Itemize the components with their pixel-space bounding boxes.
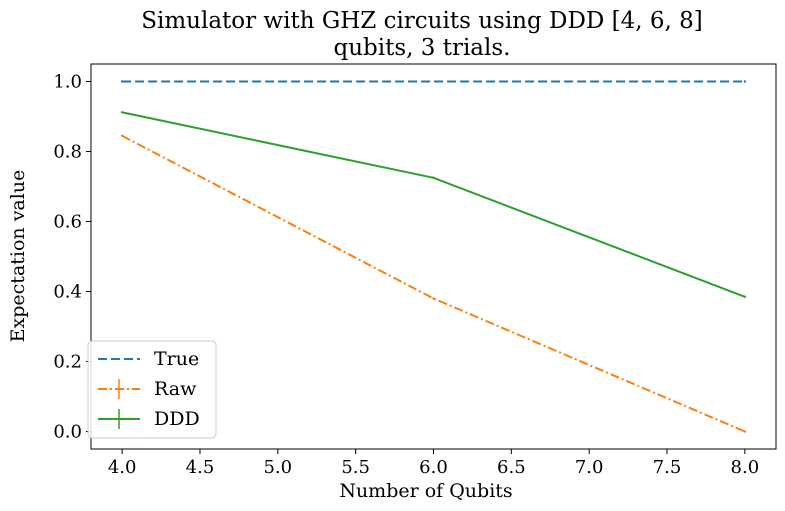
x-tick-label: 6.0 [419, 457, 448, 478]
data-point-ddd [743, 295, 747, 298]
x-tick-label: 7.5 [653, 457, 682, 478]
data-point-ddd [120, 111, 124, 114]
x-tick-label: 4.0 [108, 457, 137, 478]
x-tick-label: 6.5 [497, 457, 526, 478]
x-axis: 4.0 4.5 5.0 5.5 6.0 6.5 7.0 7.5 8.0 [108, 449, 759, 478]
data-point-raw [432, 297, 435, 300]
data-point-true [743, 80, 747, 83]
y-tick-label: 0.6 [53, 212, 82, 233]
data-point-true [120, 80, 124, 83]
legend-label-ddd: DDD [154, 408, 200, 430]
chart-title-line-1: Simulator with GHZ circuits using DDD [4… [141, 8, 703, 34]
data-point-raw [743, 430, 747, 433]
x-axis-label: Number of Qubits [339, 480, 512, 502]
y-tick-label: 1.0 [53, 72, 82, 93]
x-tick-label: 5.0 [263, 457, 292, 478]
y-tick-label: 0.0 [53, 422, 82, 443]
y-axis-label: Expectation value [7, 170, 29, 343]
x-tick-label: 8.0 [731, 457, 760, 478]
data-point-raw [120, 134, 124, 137]
y-axis: 0.0 0.2 0.4 0.6 0.8 1.0 [53, 72, 91, 443]
y-tick-label: 0.8 [53, 142, 82, 163]
x-tick-label: 5.5 [341, 457, 370, 478]
series-line-ddd [121, 111, 746, 298]
chart-title-line-2: qubits, 3 trials. [333, 35, 510, 61]
legend-label-raw: Raw [154, 378, 197, 400]
y-tick-label: 0.4 [53, 282, 82, 303]
legend-frame [87, 340, 217, 439]
legend-label-true: True [154, 348, 199, 370]
x-tick-label: 7.0 [575, 457, 604, 478]
data-point-ddd [432, 176, 435, 179]
series-layer [120, 80, 747, 433]
legend: True Raw DDD [87, 340, 217, 439]
x-tick-label: 4.5 [186, 457, 215, 478]
y-tick-label: 0.2 [53, 352, 82, 373]
